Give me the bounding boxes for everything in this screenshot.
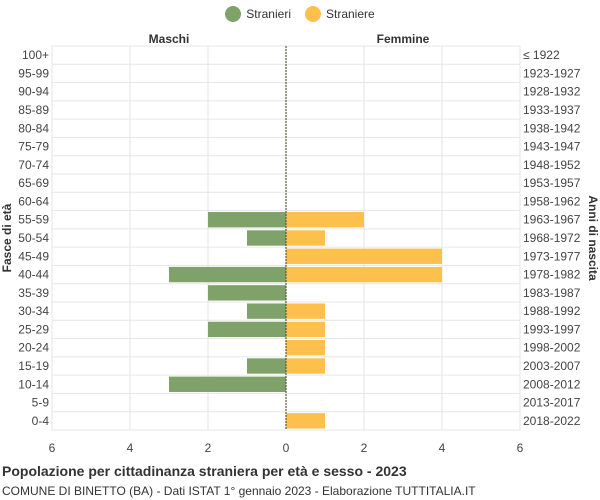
- bar-straniere: [286, 303, 325, 319]
- birth-year-label: 1983-1987: [523, 286, 581, 300]
- birth-year-label: 1973-1977: [523, 249, 581, 263]
- y-axis-title-right: Anni di nascita: [586, 195, 600, 281]
- birth-year-label: 1998-2002: [523, 341, 581, 355]
- age-group-label: 75-79: [18, 140, 49, 154]
- birth-year-label: 1923-1927: [523, 66, 581, 80]
- bar-stranieri: [208, 285, 286, 301]
- birth-year-label: 1953-1957: [523, 176, 581, 190]
- age-group-label: 90-94: [18, 85, 49, 99]
- birth-year-label: 1978-1982: [523, 268, 581, 282]
- bar-straniere: [286, 358, 325, 374]
- age-group-label: 10-14: [18, 377, 49, 391]
- population-pyramid-chart: 6 4 2 0 2 4 6 Maschi Femmine 100+ ≤ 1922 95-99 1923-…: [0, 32, 600, 455]
- age-group-label: 55-59: [18, 213, 49, 227]
- bar-straniere: [286, 248, 442, 264]
- legend-swatch-straniere: [304, 6, 321, 22]
- birth-year-label: 2018-2022: [523, 414, 581, 428]
- age-group-label: 95-99: [18, 66, 49, 80]
- x-tick-label: 2: [361, 441, 368, 455]
- bar-stranieri: [247, 303, 286, 319]
- bar-stranieri: [169, 376, 286, 392]
- age-group-label: 70-74: [18, 158, 49, 172]
- birth-year-label: 2013-2017: [523, 396, 581, 410]
- chart-title: Popolazione per cittadinanza straniera p…: [2, 463, 407, 479]
- x-tick-label: 2: [205, 441, 212, 455]
- bar-stranieri: [208, 212, 286, 228]
- legend-swatch-stranieri: [225, 6, 242, 22]
- age-group-label: 65-69: [18, 176, 49, 190]
- age-group-label: 35-39: [18, 286, 49, 300]
- legend-label-straniere: Straniere: [325, 7, 375, 21]
- x-tick-label: 4: [127, 441, 134, 455]
- birth-year-label: ≤ 1922: [523, 48, 560, 62]
- bar-straniere: [286, 321, 325, 338]
- birth-year-label: 1928-1932: [523, 85, 581, 99]
- x-tick-label: 6: [517, 441, 524, 455]
- age-group-label: 15-19: [18, 359, 49, 373]
- bar-stranieri: [169, 266, 286, 283]
- legend-item-stranieri[interactable]: Stranieri: [225, 6, 291, 22]
- birth-year-label: 2008-2012: [523, 377, 581, 391]
- age-group-label: 40-44: [18, 268, 49, 282]
- x-tick-label: 4: [439, 441, 446, 455]
- bar-straniere: [286, 266, 442, 283]
- age-group-label: 50-54: [18, 231, 49, 245]
- birth-year-label: 1938-1942: [523, 121, 581, 135]
- bar-straniere: [286, 212, 364, 228]
- legend-label-stranieri: Stranieri: [246, 7, 291, 21]
- x-tick-label: 6: [49, 441, 56, 455]
- age-group-label: 100+: [22, 48, 49, 62]
- bar-straniere: [286, 230, 325, 246]
- age-group-label: 0-4: [32, 414, 50, 428]
- birth-year-label: 1963-1967: [523, 213, 581, 227]
- bar-stranieri: [247, 358, 286, 374]
- birth-year-label: 1958-1962: [523, 194, 581, 208]
- bar-straniere: [286, 340, 325, 356]
- birth-year-label: 2003-2007: [523, 359, 581, 373]
- chart-source: COMUNE DI BINETTO (BA) - Dati ISTAT 1° g…: [2, 484, 476, 498]
- legend-item-straniere[interactable]: Straniere: [304, 6, 375, 22]
- bar-stranieri: [247, 230, 286, 246]
- birth-year-label: 1988-1992: [523, 304, 581, 318]
- birth-year-label: 1968-1972: [523, 231, 581, 245]
- age-group-label: 45-49: [18, 249, 49, 263]
- legend: Stranieri Straniere: [0, 6, 600, 22]
- age-group-label: 85-89: [18, 103, 49, 117]
- birth-year-label: 1943-1947: [523, 140, 581, 154]
- bar-stranieri: [208, 321, 286, 338]
- header-femmine: Femmine: [377, 32, 430, 46]
- age-group-label: 5-9: [32, 396, 50, 410]
- age-group-label: 30-34: [18, 304, 49, 318]
- birth-year-label: 1933-1937: [523, 103, 581, 117]
- header-maschi: Maschi: [149, 32, 190, 46]
- birth-year-label: 1948-1952: [523, 158, 581, 172]
- age-group-label: 80-84: [18, 121, 49, 135]
- age-group-label: 60-64: [18, 194, 49, 208]
- birth-year-label: 1993-1997: [523, 322, 581, 336]
- x-tick-label: 0: [283, 441, 290, 455]
- age-group-label: 25-29: [18, 322, 49, 336]
- bar-straniere: [286, 413, 325, 429]
- y-axis-title-left: Fasce di età: [0, 203, 14, 272]
- age-group-label: 20-24: [18, 341, 49, 355]
